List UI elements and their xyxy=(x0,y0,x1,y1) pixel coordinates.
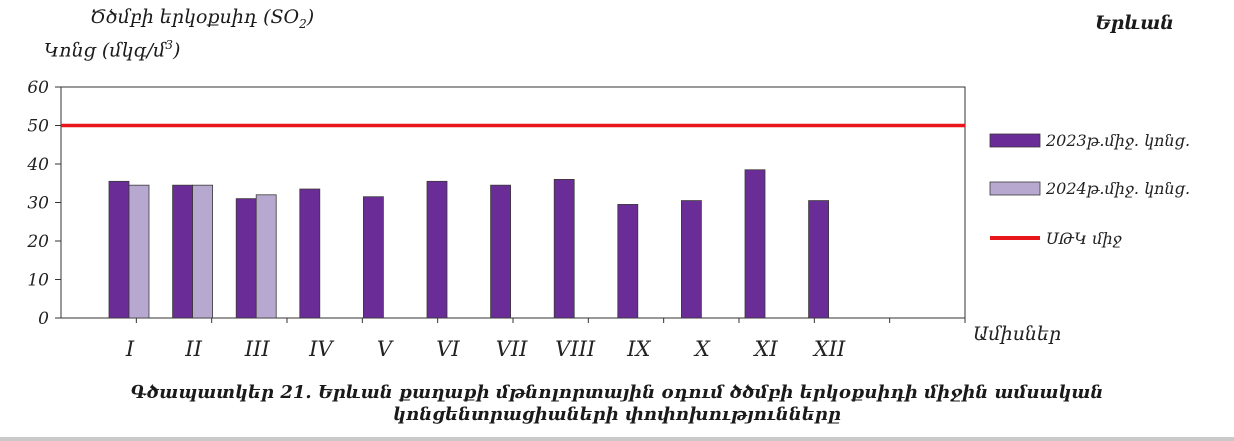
x-tick-label: IV xyxy=(308,337,334,361)
city-label: Երևան xyxy=(1095,12,1174,34)
x-tick-label: XI xyxy=(752,337,778,361)
bar-series-1 xyxy=(299,188,321,319)
bar-series-1 xyxy=(744,169,766,319)
legend-swatch xyxy=(989,133,1041,148)
x-tick-label: I xyxy=(125,337,135,361)
bar-series-2 xyxy=(192,184,214,319)
chart-title: Ծծմբի երկօքսիդ (SO2) xyxy=(90,6,315,31)
x-axis-label: Ամիսներ xyxy=(973,323,1061,345)
y-tick-label: 0 xyxy=(38,309,49,329)
bar-series-2 xyxy=(128,184,150,319)
legend-label: 2023թ.միջ. կոնց. xyxy=(1045,131,1190,150)
legend-label: 2024թ.միջ. կոնց. xyxy=(1045,179,1190,198)
bar-series-1 xyxy=(172,184,194,319)
y-tick-label: 10 xyxy=(27,271,49,291)
x-tick-label: X xyxy=(693,337,711,361)
y-axis-label: Կոնց (մկգ/մ3) xyxy=(44,38,181,62)
y-tick-label: 60 xyxy=(27,78,49,98)
bar-series-1 xyxy=(362,196,384,319)
x-tick-label: II xyxy=(184,337,202,361)
bar-series-1 xyxy=(108,180,130,319)
y-tick-label: 50 xyxy=(27,117,49,137)
x-tick-label: VIII xyxy=(555,337,596,361)
bar-series-1 xyxy=(808,200,829,319)
caption-line-2: կոնցենտրացիաների փոփոխությունները xyxy=(393,404,841,425)
x-tick-label: V xyxy=(377,337,394,361)
bar-series-2 xyxy=(255,194,277,319)
y-tick-label: 40 xyxy=(26,155,49,175)
x-tick-label: VI xyxy=(436,337,460,361)
y-tick-label: 20 xyxy=(26,232,49,252)
bar-series-1 xyxy=(617,204,639,319)
bar-series-1 xyxy=(681,200,702,319)
figure-caption: Գծապատկեր 21. Երևան քաղաքի մթնոլորտային … xyxy=(0,382,1234,426)
bar-series-1 xyxy=(235,198,257,319)
legend-swatch xyxy=(989,181,1041,196)
caption-line-1: Գծապատկեր 21. Երևան քաղաքի մթնոլորտային … xyxy=(130,382,1104,403)
bar-series-1 xyxy=(490,184,512,319)
x-tick-label: IX xyxy=(626,337,651,361)
y-tick-label: 30 xyxy=(27,194,49,214)
x-tick-label: VII xyxy=(496,337,528,361)
legend-label: ՍԹԿ միջ xyxy=(1046,229,1122,248)
x-tick-label: III xyxy=(244,337,271,361)
bottom-divider xyxy=(0,437,1234,441)
bar-series-1 xyxy=(553,178,575,319)
bar-series-1 xyxy=(426,180,448,319)
x-tick-label: XII xyxy=(812,337,846,361)
